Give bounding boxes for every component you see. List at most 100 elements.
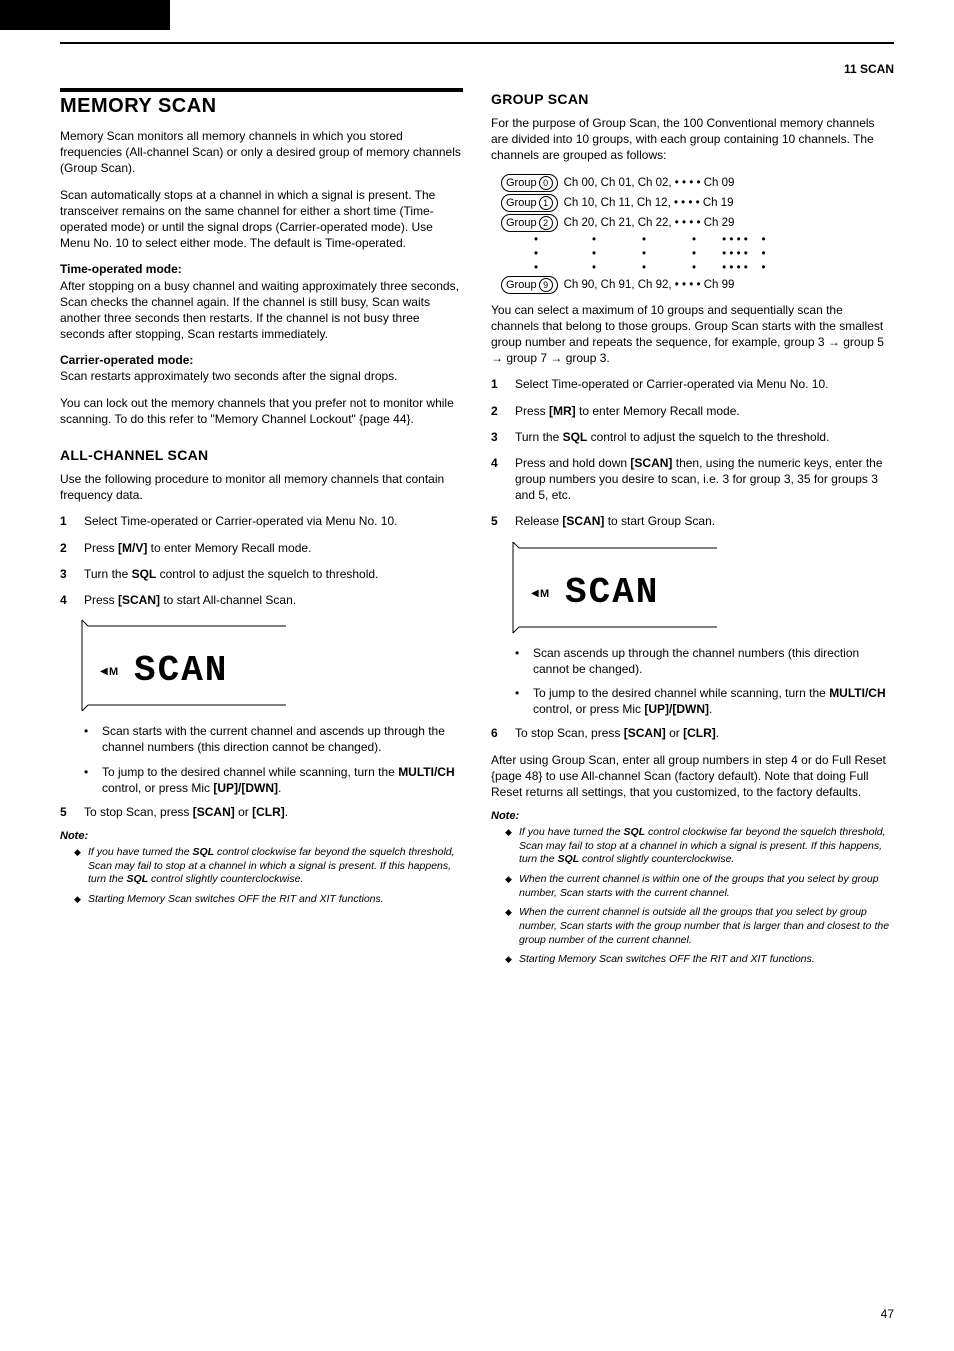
control-label: SQL [563, 430, 588, 444]
key-label: [SCAN] [630, 456, 672, 470]
control-label: SQL [624, 826, 646, 838]
step: Turn the SQL control to adjust the squel… [491, 429, 894, 445]
left-column: MEMORY SCAN Memory Scan monitors all mem… [60, 88, 463, 973]
group-channels: Ch 90, Ch 91, Ch 92, • • • • Ch 99 [564, 279, 735, 291]
group-scan-bullets: Scan ascends up through the channel numb… [491, 645, 894, 718]
group-label: Group [506, 197, 537, 209]
text: If you have turned the [88, 846, 193, 858]
group-pill: Group0 [501, 174, 558, 192]
time-mode-body: After stopping on a busy channel and wai… [60, 279, 459, 342]
step: Press [SCAN] to start All-channel Scan. [60, 592, 463, 608]
paragraph: Carrier-operated mode: Scan restarts app… [60, 352, 463, 384]
text: control to adjust the squelch to the thr… [587, 430, 829, 444]
display-text: SCAN [134, 650, 228, 691]
all-channel-scan-title: ALL-CHANNEL SCAN [60, 447, 463, 463]
dots-row: ••••• • • •• [501, 262, 894, 276]
paragraph: You can select a maximum of 10 groups an… [491, 302, 894, 367]
note: When the current channel is within one o… [505, 873, 894, 900]
step: Release [SCAN] to start Group Scan. [491, 513, 894, 529]
step: Select Time-operated or Carrier-operated… [491, 376, 894, 392]
key-label: [UP]/[DWN] [213, 781, 278, 795]
svg-text:◀: ◀ [100, 666, 108, 677]
display-text: SCAN [565, 572, 659, 613]
group-num: 9 [539, 278, 553, 292]
text: or [235, 805, 252, 819]
group-num: 1 [539, 196, 553, 210]
dots-row: ••••• • • •• [501, 248, 894, 262]
carrier-mode-label: Carrier-operated mode: [60, 353, 193, 367]
text: To stop Scan, press [84, 805, 193, 819]
header-rule [60, 42, 894, 44]
group-channels: Ch 00, Ch 01, Ch 02, • • • • Ch 09 [564, 177, 735, 189]
text: To jump to the desired channel while sca… [102, 765, 398, 779]
text: control, or press Mic [102, 781, 213, 795]
text: control slightly counterclockwise. [579, 853, 734, 865]
text: Press [515, 404, 549, 418]
group-num: 2 [539, 216, 553, 230]
all-scan-bullets: Scan starts with the current channel and… [60, 723, 463, 796]
text: Turn the [515, 430, 563, 444]
group-channels: Ch 20, Ch 21, Ch 22, • • • • Ch 29 [564, 217, 735, 229]
key-label: [SCAN] [118, 593, 160, 607]
key-label: [MR] [549, 404, 576, 418]
display-m: M [540, 588, 549, 600]
content-columns: MEMORY SCAN Memory Scan monitors all mem… [60, 88, 894, 973]
text: . [709, 702, 712, 716]
group-label: Group [506, 177, 537, 189]
text: . [716, 726, 719, 740]
group-pill: Group1 [501, 194, 558, 212]
key-label: [SCAN] [624, 726, 666, 740]
text: . [278, 781, 281, 795]
step: Turn the SQL control to adjust the squel… [60, 566, 463, 582]
step: Press and hold down [SCAN] then, using t… [491, 455, 894, 504]
header-black-box [0, 0, 170, 30]
group-row: Group9 Ch 90, Ch 91, Ch 92, • • • • Ch 9… [501, 276, 894, 294]
control-label: SQL [558, 853, 580, 865]
group-channels: Ch 10, Ch 11, Ch 12, • • • • Ch 19 [564, 197, 734, 209]
bullet: To jump to the desired channel while sca… [84, 764, 463, 796]
note: If you have turned the SQL control clock… [505, 826, 894, 867]
section-header: 11 SCAN [844, 62, 894, 76]
text: Turn the [84, 567, 132, 581]
carrier-mode-body: Scan restarts approximately two seconds … [60, 369, 398, 383]
all-scan-notes: If you have turned the SQL control clock… [60, 846, 463, 907]
group-label: Group [506, 217, 537, 229]
control-label: MULTI/CH [398, 765, 454, 779]
paragraph: After using Group Scan, enter all group … [491, 752, 894, 801]
memory-scan-title: MEMORY SCAN [60, 88, 463, 118]
note: Starting Memory Scan switches OFF the RI… [74, 893, 463, 907]
lcd-display: ◀ M SCAN [507, 540, 737, 635]
text: control slightly counterclockwise. [148, 873, 303, 885]
note: If you have turned the SQL control clock… [74, 846, 463, 887]
paragraph: You can lock out the memory channels tha… [60, 395, 463, 427]
group-scan-steps-cont: To stop Scan, press [SCAN] or [CLR]. [491, 725, 894, 741]
group-row: Group2 Ch 20, Ch 21, Ch 22, • • • • Ch 2… [501, 214, 894, 232]
display-m: M [109, 666, 118, 678]
page: 11 SCAN MEMORY SCAN Memory Scan monitors… [0, 0, 954, 1351]
text: to enter Memory Recall mode. [147, 541, 311, 555]
text: Press and hold down [515, 456, 630, 470]
step: Select Time-operated or Carrier-operated… [60, 513, 463, 529]
note: Starting Memory Scan switches OFF the RI… [505, 953, 894, 967]
bullet: To jump to the desired channel while sca… [515, 685, 894, 717]
group-label: Group [506, 279, 537, 291]
text: Press [84, 593, 118, 607]
text: Release [515, 514, 562, 528]
all-scan-steps-cont: To stop Scan, press [SCAN] or [CLR]. [60, 804, 463, 820]
page-number: 47 [881, 1307, 894, 1321]
text: or [666, 726, 683, 740]
step: To stop Scan, press [SCAN] or [CLR]. [491, 725, 894, 741]
paragraph: Time-operated mode: After stopping on a … [60, 261, 463, 342]
group-scan-steps: Select Time-operated or Carrier-operated… [491, 376, 894, 529]
note-label: Note: [491, 810, 894, 822]
text: to enter Memory Recall mode. [576, 404, 740, 418]
key-label: [CLR] [252, 805, 285, 819]
group-scan-title: GROUP SCAN [491, 91, 894, 107]
text: If you have turned the [519, 826, 624, 838]
group-table: Group0 Ch 00, Ch 01, Ch 02, • • • • Ch 0… [501, 174, 894, 294]
time-mode-label: Time-operated mode: [60, 262, 182, 276]
note: When the current channel is outside all … [505, 906, 894, 947]
svg-text:◀: ◀ [531, 588, 539, 599]
right-column: GROUP SCAN For the purpose of Group Scan… [491, 88, 894, 973]
group-num: 0 [539, 176, 553, 190]
